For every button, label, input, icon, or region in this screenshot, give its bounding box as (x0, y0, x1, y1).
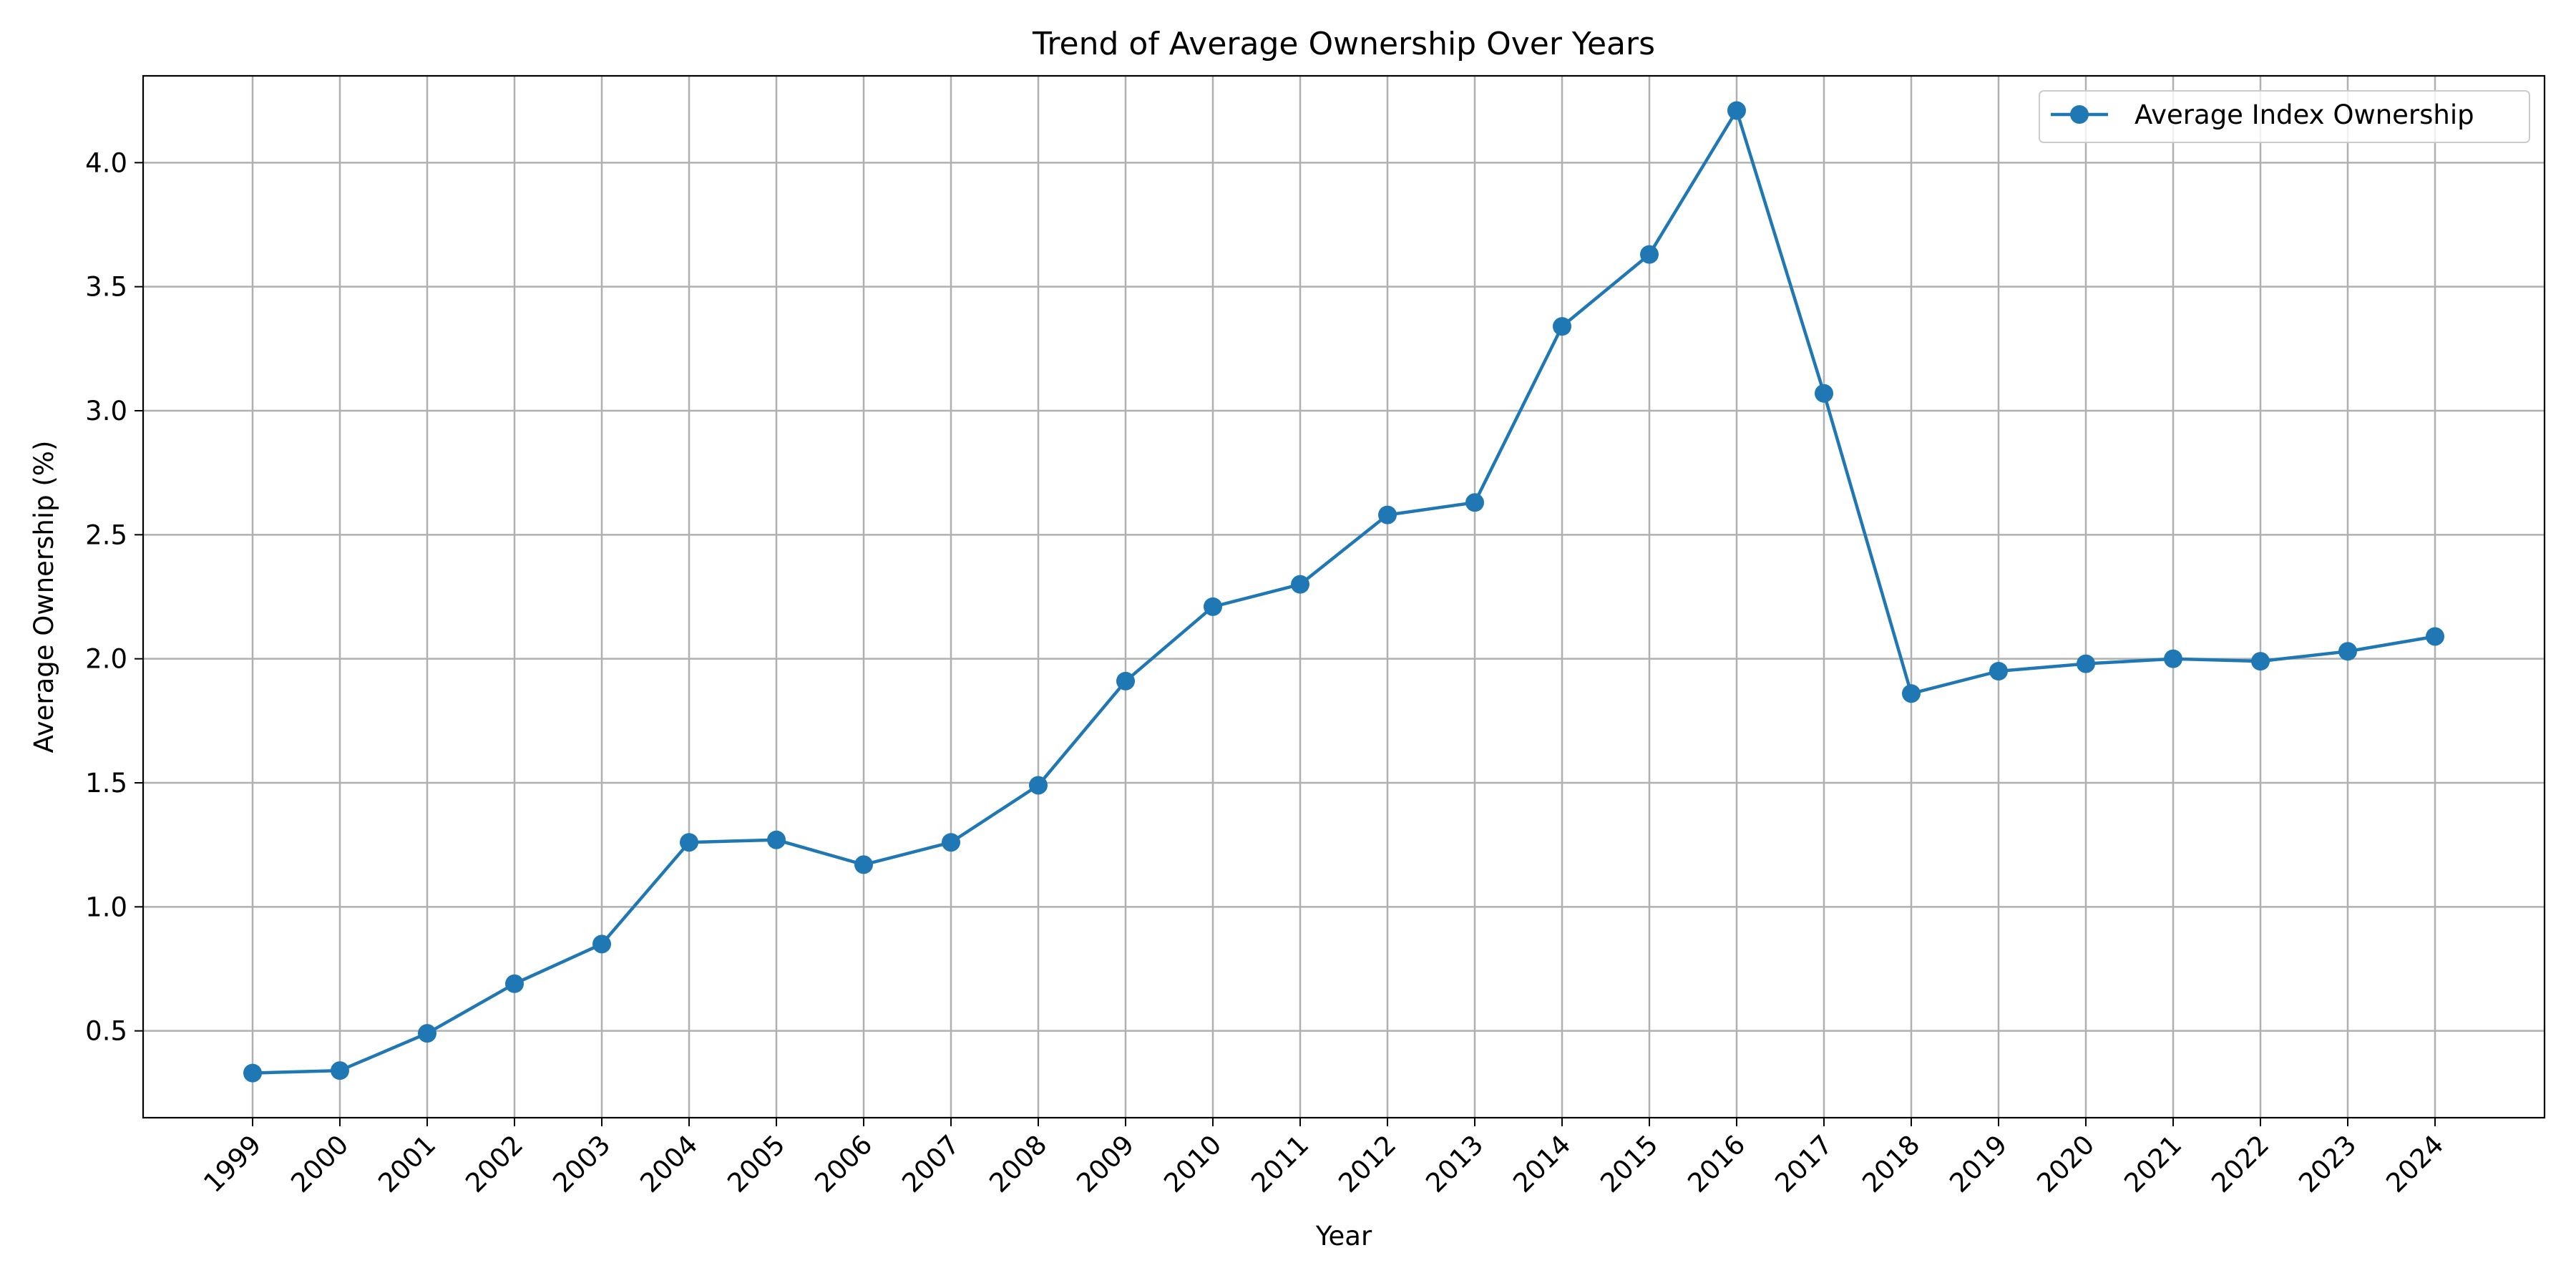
x-tick-label: 2019 (1943, 1129, 2013, 1199)
data-point-2020 (2077, 654, 2095, 673)
data-point-2008 (1029, 776, 1048, 795)
x-tick-label: 2008 (983, 1129, 1053, 1199)
x-tick-label: 2006 (809, 1129, 878, 1199)
data-point-2014 (1553, 317, 1571, 336)
x-tick-label: 2018 (1856, 1129, 1926, 1199)
data-point-2006 (854, 855, 873, 874)
x-tick-label: 2011 (1245, 1129, 1314, 1199)
x-tick-label: 2003 (547, 1129, 616, 1199)
data-point-2013 (1465, 493, 1484, 512)
data-point-2000 (331, 1061, 349, 1080)
x-tick-label: 2017 (1769, 1129, 1838, 1199)
legend-marker (2070, 105, 2089, 124)
x-tick-label: 1999 (197, 1129, 267, 1199)
x-tick-label: 2009 (1070, 1129, 1140, 1199)
x-tick-label: 2015 (1594, 1129, 1664, 1199)
data-point-2015 (1640, 245, 1659, 264)
y-tick-label: 0.5 (85, 1016, 127, 1047)
data-point-2010 (1204, 597, 1222, 616)
y-tick-label: 2.5 (85, 519, 127, 550)
y-tick-label: 1.0 (85, 892, 127, 922)
data-point-2019 (1989, 662, 2008, 680)
x-tick-label: 2016 (1682, 1129, 1751, 1199)
data-point-2004 (680, 833, 698, 852)
x-tick-label: 2000 (285, 1129, 354, 1199)
data-point-2022 (2251, 652, 2270, 671)
data-point-2021 (2164, 649, 2182, 668)
data-point-2002 (505, 974, 524, 993)
series-line (252, 109, 2436, 1075)
x-tick-label: 2007 (896, 1129, 965, 1199)
data-point-2012 (1378, 505, 1397, 525)
x-tick-label: 2005 (721, 1129, 791, 1199)
data-point-2007 (942, 833, 960, 852)
chart-title: Trend of Average Ownership Over Years (1032, 26, 1655, 62)
data-point-2001 (418, 1024, 436, 1043)
x-tick-label: 2020 (2031, 1129, 2100, 1199)
data-point-2005 (767, 830, 786, 849)
x-tick-label: 2002 (459, 1129, 529, 1199)
data-point-2016 (1727, 101, 1746, 120)
data-point-2024 (2426, 627, 2444, 646)
plot-area-frame (142, 74, 2546, 1119)
data-point-1999 (243, 1063, 262, 1083)
y-tick-label: 4.0 (85, 147, 127, 178)
data-point-2009 (1116, 671, 1135, 691)
x-tick-label: 2012 (1332, 1129, 1402, 1199)
x-tick-label: 2001 (372, 1129, 441, 1199)
legend: Average Index Ownership (2039, 90, 2530, 143)
y-tick-label: 3.0 (85, 396, 127, 426)
x-axis-ticks: 1999 2000 2001 2002 2003 2004 2005 2006 2007 2008… (197, 1118, 2449, 1199)
x-tick-label: 2004 (634, 1129, 703, 1199)
x-tick-label: 2014 (1507, 1129, 1576, 1199)
data-point-2018 (1902, 684, 1921, 703)
y-tick-label: 3.5 (85, 272, 127, 303)
x-tick-label: 2023 (2293, 1129, 2362, 1199)
x-tick-label: 2010 (1158, 1129, 1227, 1199)
x-tick-label: 2021 (2118, 1129, 2187, 1199)
x-tick-label: 2022 (2205, 1129, 2275, 1199)
x-tick-label: 2013 (1420, 1129, 1489, 1199)
grid (143, 76, 2545, 1118)
y-tick-label: 2.0 (85, 644, 127, 675)
x-tick-label: 2024 (2380, 1129, 2449, 1199)
data-point-2017 (1815, 384, 1833, 403)
y-tick-label: 1.5 (85, 768, 127, 799)
legend-entry-label: Average Index Ownership (2135, 99, 2474, 130)
series-layer (243, 101, 2444, 1083)
x-axis-label: Year (1315, 1221, 1372, 1252)
data-point-2011 (1291, 575, 1309, 594)
legend-box (2039, 90, 2530, 143)
y-axis-ticks: 0.5 1.0 1.5 2.0 2.5 3.0 3.5 4.0 (85, 147, 143, 1047)
y-axis-label: Average Ownership (%) (29, 441, 59, 753)
data-point-2003 (592, 935, 611, 954)
data-point-2023 (2338, 642, 2357, 661)
